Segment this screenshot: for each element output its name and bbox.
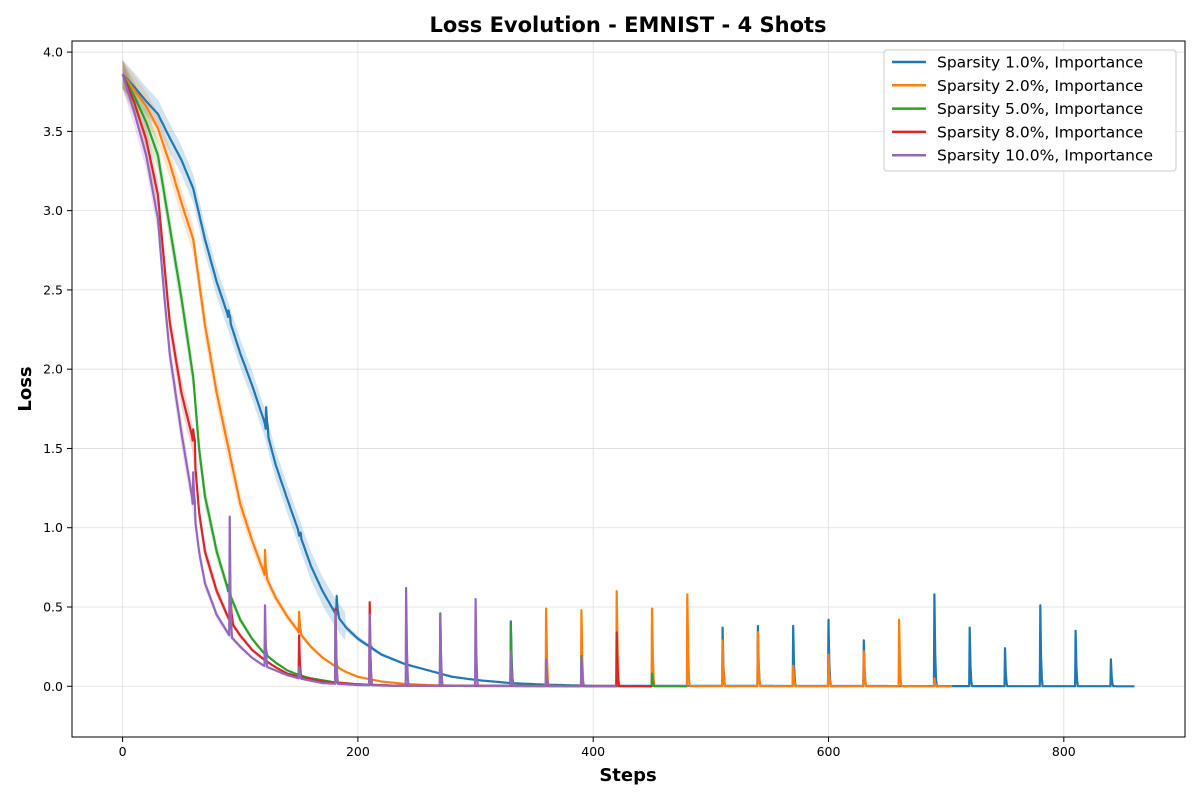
legend-label: Sparsity 5.0%, Importance (937, 100, 1143, 118)
legend-label: Sparsity 1.0%, Importance (937, 54, 1143, 72)
y-tick-label: 0.0 (43, 679, 63, 694)
y-tick-label: 1.0 (43, 520, 63, 535)
y-tick-label: 3.5 (43, 124, 63, 139)
series-band-4 (122, 60, 617, 687)
series-lines (121, 73, 1135, 688)
y-tick-label: 1.5 (43, 441, 63, 456)
y-tick-label: 4.0 (43, 45, 63, 60)
x-tick-label: 800 (1052, 744, 1076, 759)
y-tick-label: 3.0 (43, 203, 63, 218)
legend-box (883, 49, 1177, 172)
chart-title: Loss Evolution - EMNIST - 4 Shots (429, 13, 826, 37)
x-axis-title: Steps (599, 765, 656, 786)
x-tick-label: 200 (346, 744, 370, 759)
plot-frame (71, 40, 1186, 738)
x-axis-ticks: 0 200 400 600 800 (119, 737, 1076, 759)
legend-label: Sparsity 2.0%, Importance (937, 77, 1143, 95)
legend-label: Sparsity 8.0%, Importance (937, 123, 1143, 141)
y-tick-label: 2.0 (43, 362, 63, 377)
y-tick-label: 2.5 (43, 282, 63, 297)
series-line-3 (121, 73, 652, 688)
series-line-1 (121, 73, 952, 688)
y-tick-label: 0.5 (43, 599, 63, 614)
legend-label: Sparsity 10.0%, Importance (937, 147, 1153, 165)
x-tick-label: 0 (119, 744, 127, 759)
y-axis-title: Loss (15, 366, 36, 411)
legend: Sparsity 1.0%, Importance Sparsity 2.0%, … (883, 49, 1177, 172)
x-tick-label: 400 (581, 744, 605, 759)
y-axis-ticks: 0.0 0.5 1.0 1.5 2.0 2.5 3.0 3.5 4.0 (43, 45, 72, 694)
series-line-4 (121, 73, 617, 688)
x-tick-label: 600 (817, 744, 841, 759)
series-band-3 (122, 60, 653, 687)
